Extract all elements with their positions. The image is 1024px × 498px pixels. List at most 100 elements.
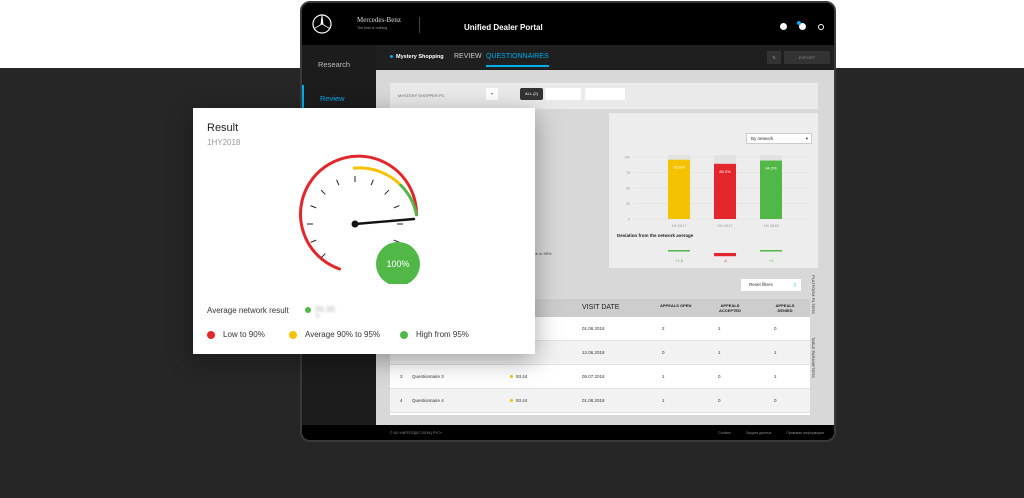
bar xyxy=(714,163,736,219)
result-gauge: 100% xyxy=(299,154,420,284)
brand-name: Mercedes-Benz The best or nothing. xyxy=(357,16,401,32)
chevron-down-icon: ▾ xyxy=(805,136,808,141)
breadcrumb-dot xyxy=(390,55,393,59)
gauge-value-badge xyxy=(376,242,420,284)
legend-dot-green xyxy=(400,330,408,339)
average-network-label: Average network result xyxy=(207,306,289,315)
y-tick-label: 25 xyxy=(626,202,630,206)
status-dot xyxy=(510,399,513,403)
gauge-tick xyxy=(310,239,317,243)
header-appeals-denied[interactable]: APPEALS DENIED xyxy=(775,303,795,313)
row-score: 93.44 xyxy=(510,398,527,403)
gauge-hub xyxy=(351,220,359,228)
header-appeals-accepted[interactable]: APPEALS ACCEPTED xyxy=(718,303,741,313)
row-denied: 0 xyxy=(774,398,777,403)
breadcrumb[interactable]: Mystery Shopping xyxy=(390,54,444,60)
legend-average: Average 90% to 95% xyxy=(289,330,380,339)
brand-label: Mercedes-Benz xyxy=(357,16,401,24)
table-row[interactable]: 3 Questionnaire 3 93.44 05.07.2018 1 0 1 xyxy=(390,365,810,389)
chart-panel: By network ▾ 100 75 50 25 0 95.6% 1H 2017 +1.6 89… xyxy=(609,113,818,268)
row-accepted: 0 xyxy=(718,398,721,403)
threshold-note: etwork or 95% xyxy=(526,251,552,256)
deviation-bar xyxy=(714,253,736,257)
row-name: Questionnaire 3 xyxy=(412,374,444,379)
row-score: 93.44 xyxy=(510,374,527,379)
user-icon[interactable] xyxy=(818,23,824,30)
x-tick-label: 1H 2018 xyxy=(763,223,779,228)
gauge-tick xyxy=(320,189,326,195)
reset-filters-button[interactable]: Reset filters ▯ xyxy=(741,279,801,291)
notification-badge xyxy=(797,21,801,25)
row-accepted: 1 xyxy=(718,326,721,331)
header-visit-date[interactable]: VISIT DATE xyxy=(582,304,620,311)
table-row[interactable]: 01.06.2018 2 1 0 xyxy=(390,317,810,341)
gauge-arc-green xyxy=(399,183,418,217)
gauge-tick xyxy=(393,205,400,209)
row-date: 12.06.2018 xyxy=(582,350,605,355)
row-open: 1 xyxy=(662,374,665,379)
footer-link-privacy[interactable]: Защита данных xyxy=(745,431,772,435)
legend-dot-red xyxy=(207,330,215,339)
filter-chip-blurred-1[interactable] xyxy=(545,88,581,100)
gauge-arc-red xyxy=(299,154,419,271)
bar xyxy=(760,160,782,219)
row-denied: 1 xyxy=(774,374,777,379)
network-dropdown[interactable]: By network ▾ xyxy=(746,133,812,144)
side-tools: PLATFORM FILTERS TABLE PARAMETERS xyxy=(811,275,821,425)
filter-bar: MYSTERY SHOPPER PC ▾ ALL (2) xyxy=(390,83,818,109)
filter-chip-all[interactable]: ALL (2) xyxy=(520,88,543,100)
sidebar-item-review[interactable]: Review xyxy=(302,85,376,113)
row-score-value: 93.44 xyxy=(516,398,528,403)
tab-review[interactable]: REVIEW xyxy=(454,53,482,60)
deviation-label: -4 xyxy=(723,258,727,263)
filter-chip-model[interactable]: ▾ xyxy=(486,88,499,100)
trash-icon: ▯ xyxy=(793,282,796,287)
bar xyxy=(668,159,690,219)
table-parameters-tab[interactable]: TABLE PARAMETERS xyxy=(811,337,816,378)
mercedes-logo-icon[interactable] xyxy=(312,14,332,34)
gauge-tick xyxy=(370,179,374,186)
gauge-tick xyxy=(384,189,390,195)
row-accepted: 1 xyxy=(718,350,721,355)
result-title: Result xyxy=(207,122,239,134)
footer-link-cookies[interactable]: Cookies xyxy=(718,431,731,435)
top-bar: Mercedes-Benz The best or nothing. Unifi… xyxy=(302,3,834,45)
y-tick-label: 75 xyxy=(626,171,630,175)
row-number: 4 xyxy=(400,398,403,403)
legend-label-low: Low to 90% xyxy=(223,330,265,339)
deviation-label: +1 xyxy=(769,258,774,263)
tab-questionnaires[interactable]: QUESTIONNAIRES xyxy=(486,53,549,67)
deviation-bar xyxy=(760,250,782,252)
table-row[interactable]: 4 Questionnaire 4 93.44 01.08.2018 1 0 0 xyxy=(390,389,810,413)
help-icon[interactable] xyxy=(780,23,787,30)
deviation-title: Deviation from the network average xyxy=(617,233,694,238)
sub-header: Mystery Shopping REVIEW QUESTIONNAIRES ⇅… xyxy=(376,45,834,70)
reset-filters-label: Reset filters xyxy=(749,282,773,287)
row-open: 2 xyxy=(662,326,665,331)
status-dot xyxy=(510,375,513,379)
y-tick-label: 50 xyxy=(626,187,630,191)
x-tick-label: 1H 2017 xyxy=(671,223,687,228)
bar-value-label: 89.0% xyxy=(719,169,731,174)
sort-button[interactable]: ⇅ xyxy=(767,51,781,64)
export-button[interactable]: EXPORT xyxy=(784,51,830,64)
header-appeals-open[interactable]: APPEALS OPEN xyxy=(660,303,692,308)
y-tick-label: 100 xyxy=(624,156,630,160)
footer-links: Cookies Защита данных Правовая информаци… xyxy=(704,431,824,435)
bar-value-label: 95.6% xyxy=(673,165,685,170)
row-open: 1 xyxy=(662,398,665,403)
footer-link-legal[interactable]: Правовая информация xyxy=(786,431,824,435)
result-card: Result 1HY2018 100% Average network resu… xyxy=(193,108,535,354)
row-denied: 0 xyxy=(774,326,777,331)
footer: © АО «МЕРСЕДЕС-БЕНЦ РУС» Cookies Защита … xyxy=(302,425,834,440)
platform-filters-tab[interactable]: PLATFORM FILTERS xyxy=(811,275,816,314)
filter-chip-blurred-2[interactable] xyxy=(585,88,625,100)
row-accepted: 0 xyxy=(718,374,721,379)
legend-dot-yellow xyxy=(289,330,297,339)
gauge-needle xyxy=(353,217,416,226)
notifications-icon[interactable] xyxy=(797,21,806,30)
gauge-tick xyxy=(393,239,400,243)
average-unit: % xyxy=(315,314,321,320)
legend-label-average: Average 90% to 95% xyxy=(305,330,381,339)
sidebar-item-research[interactable]: Research xyxy=(318,60,351,69)
